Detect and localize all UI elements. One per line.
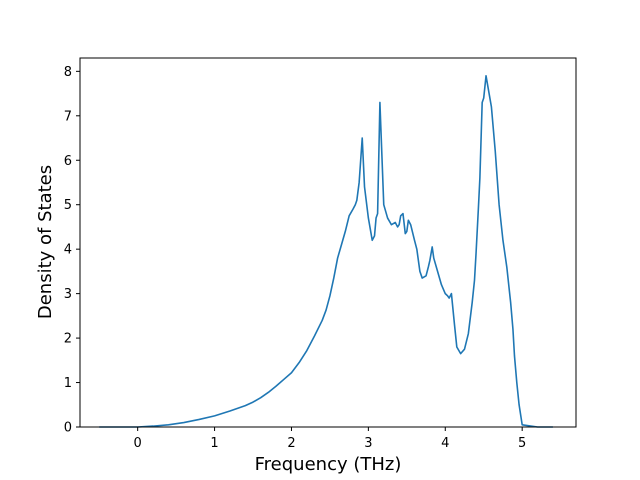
y-tick-label-1: 1 <box>64 376 72 391</box>
series-line-0 <box>99 74 553 428</box>
x-tick-label-1: 1 <box>210 436 218 451</box>
y-tick-label-6: 6 <box>64 154 72 169</box>
y-tick-label-5: 5 <box>64 198 72 213</box>
x-tick-label-3: 3 <box>364 436 372 451</box>
y-tick-label-0: 0 <box>64 421 72 436</box>
y-axis-label: Density of States <box>35 165 56 319</box>
x-axis-label: Frequency (THz) <box>255 454 402 475</box>
x-tick-label-2: 2 <box>287 436 295 451</box>
plot-frame <box>79 57 577 428</box>
y-tick-label-4: 4 <box>64 243 72 258</box>
y-tick-label-7: 7 <box>64 109 72 124</box>
x-tick-label-4: 4 <box>441 436 449 451</box>
y-tick-label-3: 3 <box>64 287 72 302</box>
y-tick-label-8: 8 <box>64 65 72 80</box>
y-tick-label-2: 2 <box>64 332 72 347</box>
x-tick-label-5: 5 <box>518 436 526 451</box>
x-tick-label-0: 0 <box>134 436 142 451</box>
